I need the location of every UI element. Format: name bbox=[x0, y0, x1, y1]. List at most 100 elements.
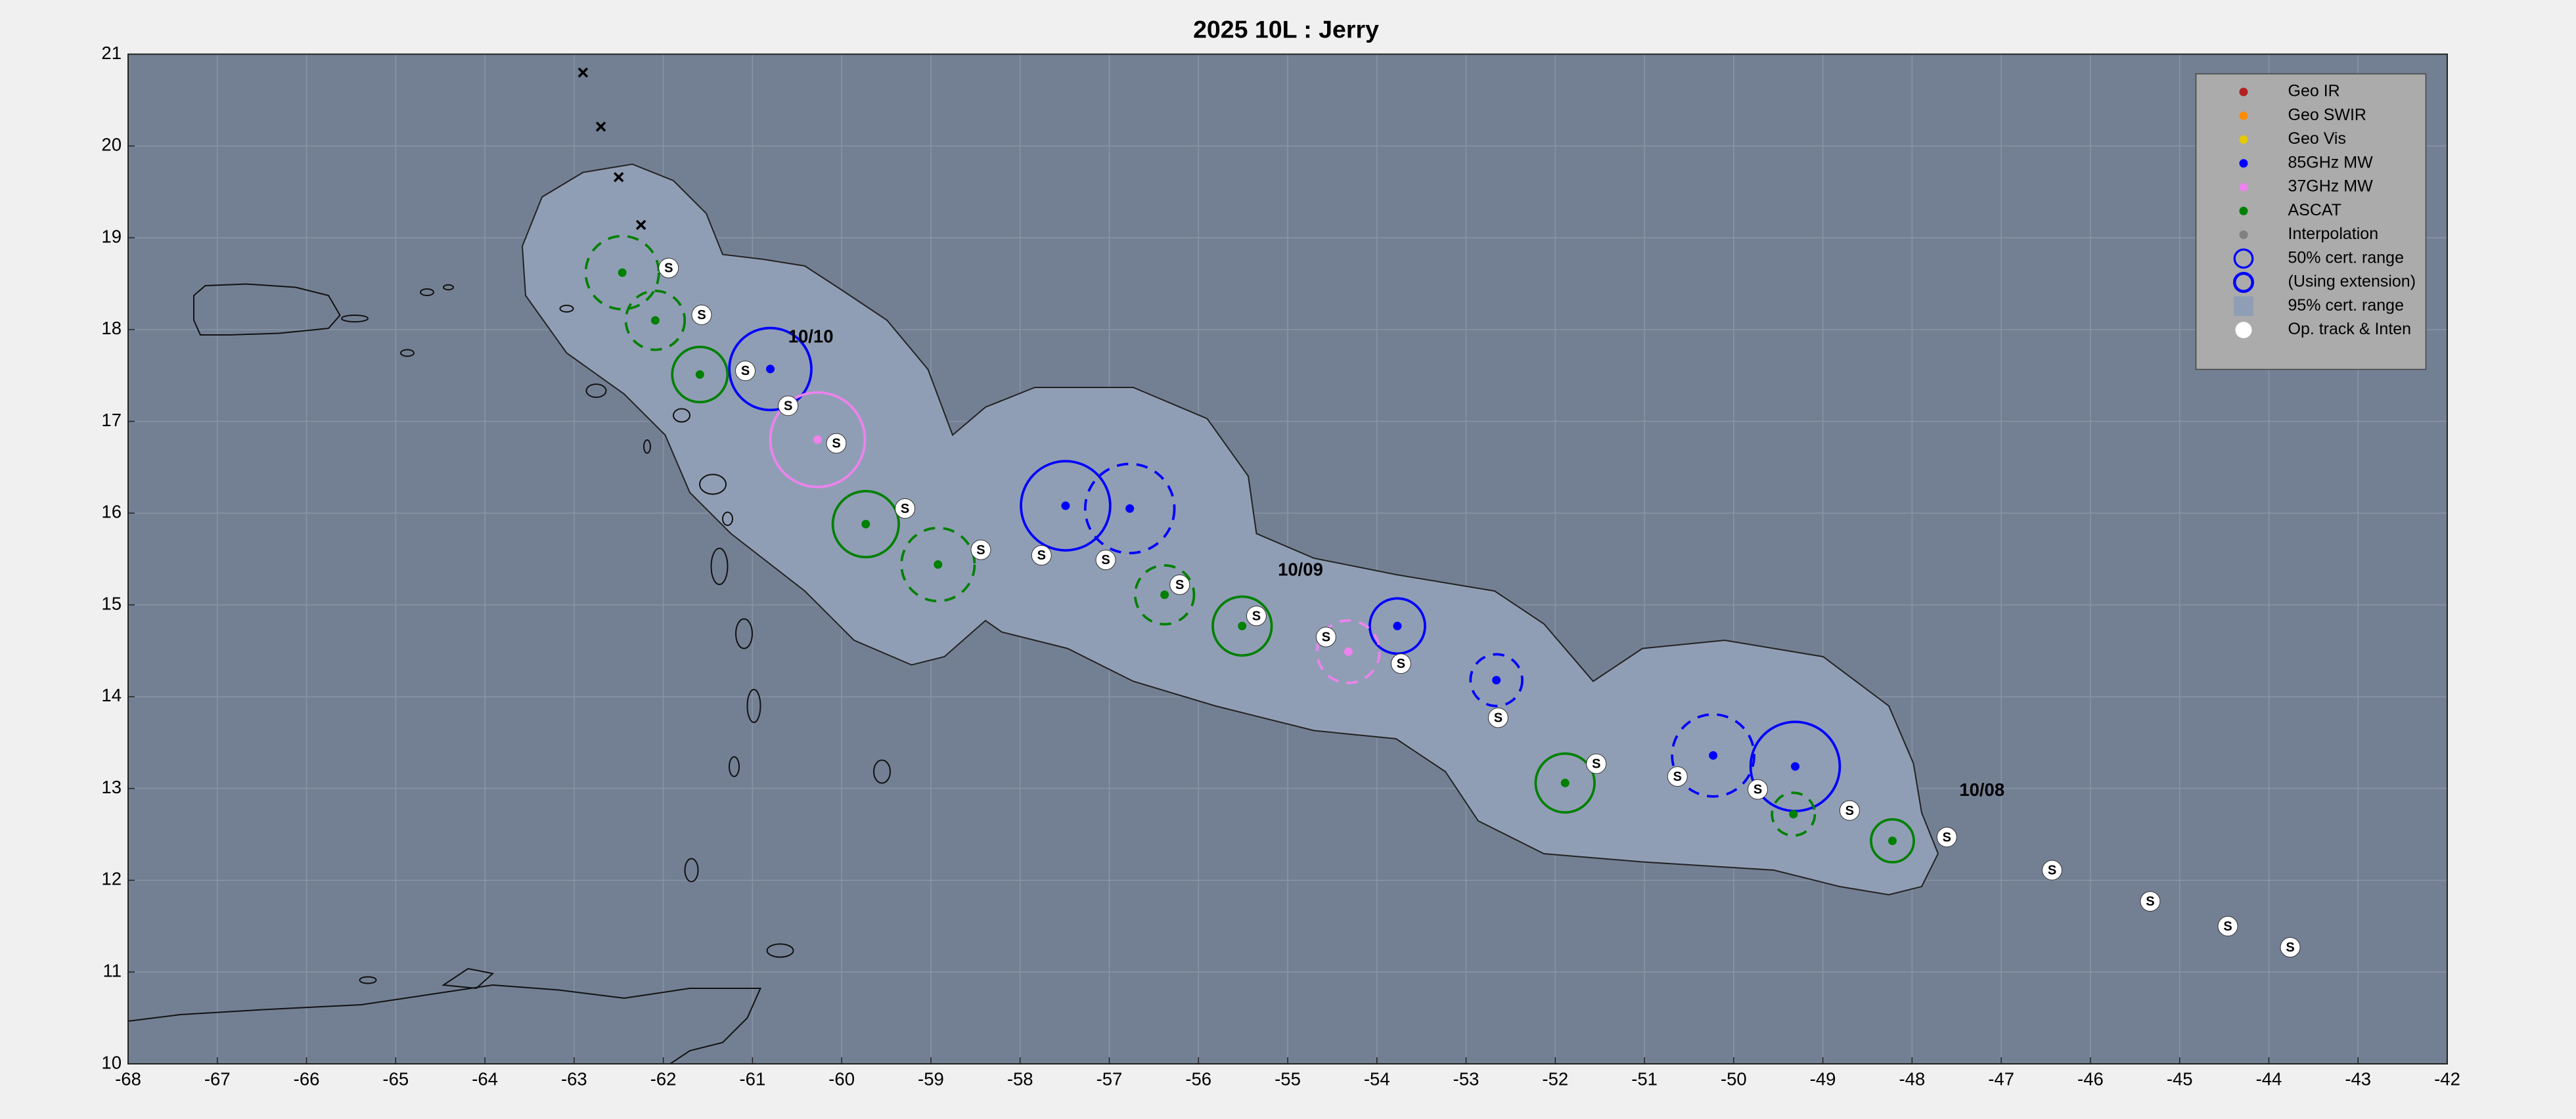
track-label: S bbox=[1175, 578, 1184, 592]
fix-point bbox=[650, 316, 660, 325]
x-tick-label: -68 bbox=[115, 1068, 141, 1089]
y-tick-label: 11 bbox=[102, 960, 122, 980]
y-tick-label: 20 bbox=[101, 135, 122, 155]
track-point bbox=[2280, 936, 2301, 957]
fix-point bbox=[695, 370, 704, 379]
date-label: 10/08 bbox=[1959, 779, 2004, 800]
track-point bbox=[1031, 545, 1052, 566]
fix-point bbox=[1560, 778, 1570, 787]
island bbox=[585, 384, 607, 399]
marker-x bbox=[577, 67, 589, 78]
cert-50-circle bbox=[624, 290, 687, 351]
legend-marker bbox=[2239, 159, 2248, 168]
legend: Geo IR Geo SWIR Geo Vis 85GHz MW 37GHz MW ASC… bbox=[2195, 73, 2427, 370]
track-label: S bbox=[2223, 919, 2232, 934]
track-label: S bbox=[741, 364, 750, 378]
data-layer: S S S S S S S S S S S S S S S S S S S S S S S 10/08 10/09 10/10 bbox=[577, 67, 2301, 957]
x-tick-label: -56 bbox=[1185, 1068, 1211, 1089]
cert-50-circle bbox=[769, 391, 867, 489]
track-point bbox=[1586, 753, 1607, 774]
track-label: S bbox=[1037, 548, 1046, 563]
x-tick-label: -60 bbox=[828, 1068, 855, 1089]
legend-marker bbox=[2239, 135, 2248, 144]
coastlines bbox=[127, 283, 891, 1064]
cert-50-circle bbox=[1870, 818, 1915, 864]
legend-label: 37GHz MW bbox=[2288, 177, 2374, 196]
x-tick-label: -52 bbox=[1542, 1068, 1568, 1089]
legend-marker bbox=[2233, 248, 2254, 269]
x-tick-label: -67 bbox=[204, 1068, 231, 1089]
x-tick-label: -48 bbox=[1899, 1068, 1926, 1089]
x-tick-label: -65 bbox=[382, 1068, 409, 1089]
track-label: S bbox=[697, 308, 706, 322]
date-label: 10/10 bbox=[788, 326, 834, 347]
coast bbox=[127, 984, 762, 1064]
y-tick-label: 18 bbox=[101, 318, 122, 338]
y-tick-label: 17 bbox=[101, 410, 122, 430]
x-tick-label: -61 bbox=[740, 1068, 766, 1089]
island bbox=[684, 858, 699, 883]
track-label: S bbox=[1673, 770, 1682, 784]
legend-marker bbox=[2239, 230, 2248, 239]
fix-point bbox=[1238, 621, 1247, 630]
track-point bbox=[1315, 626, 1336, 647]
track-point bbox=[691, 304, 712, 325]
track-point bbox=[1169, 574, 1190, 595]
legend-label: Geo SWIR bbox=[2288, 106, 2366, 124]
legend-label: Interpolation bbox=[2288, 225, 2379, 243]
legend-label: Geo IR bbox=[2288, 82, 2340, 100]
marker-x bbox=[595, 121, 606, 132]
track-label: S bbox=[1397, 657, 1405, 671]
island bbox=[734, 618, 753, 649]
track-label: S bbox=[664, 261, 673, 276]
track-label: S bbox=[1101, 553, 1110, 567]
track-label: S bbox=[2146, 894, 2154, 909]
x-tick-label: -43 bbox=[2345, 1068, 2371, 1089]
track-point bbox=[1748, 779, 1769, 800]
cert-50-circle bbox=[1083, 462, 1176, 555]
island bbox=[419, 288, 434, 297]
fix-point bbox=[1160, 590, 1169, 600]
track-label: S bbox=[1753, 783, 1762, 797]
track-label: S bbox=[2048, 864, 2056, 878]
island bbox=[698, 473, 727, 495]
y-tick-label: 21 bbox=[101, 43, 122, 63]
track-label: S bbox=[832, 437, 840, 451]
cert-95-area bbox=[521, 163, 1939, 896]
track-point bbox=[658, 257, 679, 278]
x-tick-label: -62 bbox=[650, 1068, 677, 1089]
island bbox=[192, 283, 341, 336]
cert-50-circle bbox=[1368, 597, 1426, 655]
fix-point bbox=[766, 364, 775, 374]
legend-label: Op. track & Inten bbox=[2288, 320, 2412, 338]
x-tick-label: -54 bbox=[1364, 1068, 1390, 1089]
fix-point bbox=[1061, 501, 1070, 510]
island bbox=[728, 756, 740, 778]
legend-marker bbox=[2234, 296, 2253, 317]
cert-50-circle bbox=[1020, 460, 1112, 552]
cert-50-circle bbox=[1133, 564, 1196, 626]
track-point bbox=[1839, 800, 1860, 821]
island bbox=[559, 305, 574, 313]
track-point bbox=[895, 498, 916, 519]
track-point bbox=[2042, 860, 2063, 881]
legend-label: (Using extension) bbox=[2288, 273, 2416, 291]
track-label: S bbox=[2286, 940, 2294, 955]
track-point bbox=[2140, 891, 2161, 912]
track-point bbox=[778, 395, 799, 416]
track-label: S bbox=[1845, 804, 1854, 818]
track-label: S bbox=[1494, 711, 1503, 726]
legend-box bbox=[2195, 73, 2427, 370]
cert-50-circle bbox=[1671, 713, 1755, 798]
x-tick-label: -57 bbox=[1096, 1068, 1123, 1089]
track-point bbox=[2217, 915, 2238, 936]
map-layer: S S S S S S S S S S S S S S S S S S S S S S S 10/08 10/09 10/10 bbox=[127, 67, 2301, 1064]
cert-50-circle bbox=[1469, 653, 1524, 707]
legend-marker bbox=[2239, 87, 2248, 97]
island bbox=[710, 548, 729, 586]
island bbox=[359, 976, 377, 984]
fix-point bbox=[1888, 836, 1897, 845]
track-point bbox=[826, 433, 847, 454]
island bbox=[672, 408, 690, 423]
chart-title: 2025 10L : Jerry bbox=[1193, 15, 1379, 43]
